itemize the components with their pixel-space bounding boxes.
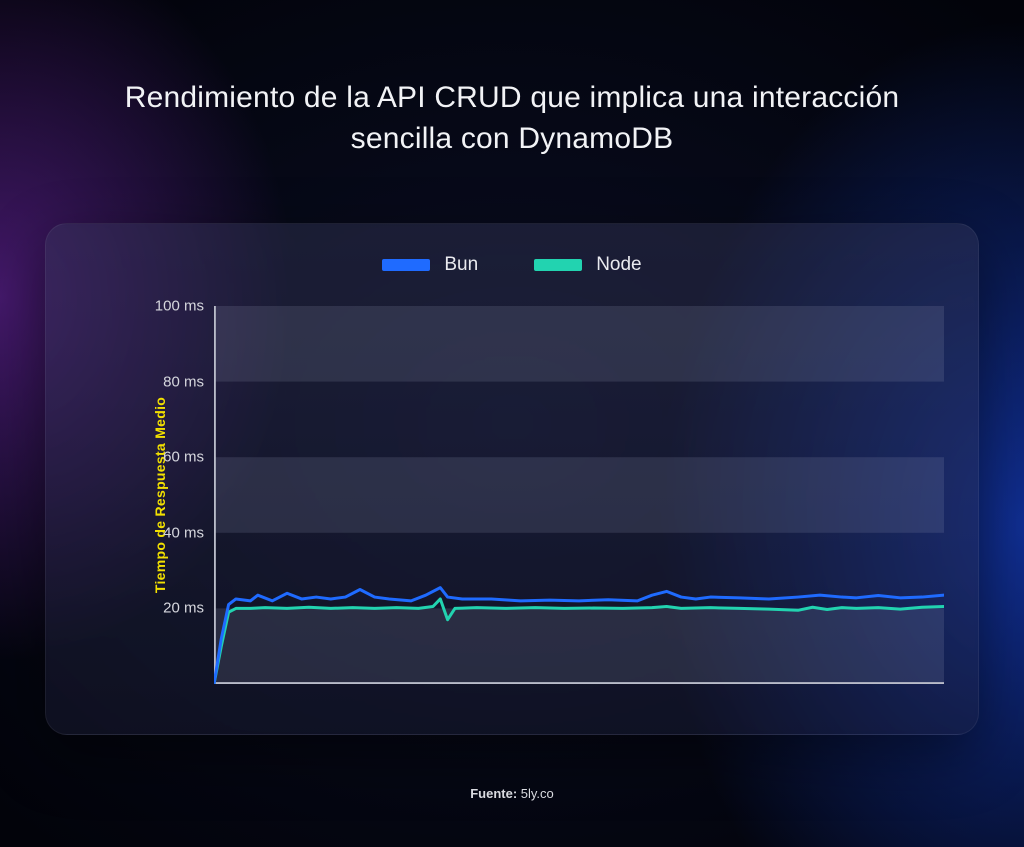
source-prefix: Fuente: (470, 786, 521, 801)
plot-area: Tiempo de Respuesta Medio 20 ms 40 ms 60 m… (118, 306, 944, 684)
y-tick-label: 40 ms (144, 524, 204, 541)
plot-canvas (214, 306, 944, 684)
y-tick-label: 80 ms (144, 373, 204, 390)
y-tick-label: 60 ms (144, 449, 204, 466)
legend-label-node: Node (596, 254, 641, 276)
legend-item-node: Node (534, 254, 641, 276)
chart-card: Bun Node Tiempo de Respuesta Medio 20 ms… (45, 223, 979, 735)
source-footer: Fuente: 5ly.co (0, 786, 1024, 801)
source-name: 5ly.co (521, 786, 554, 801)
y-tick-label: 20 ms (144, 600, 204, 617)
legend-swatch-node (534, 259, 582, 271)
legend-swatch-bun (382, 259, 430, 271)
y-tick-label: 100 ms (144, 298, 204, 315)
legend-label-bun: Bun (444, 254, 478, 276)
line-chart-svg (214, 306, 944, 684)
page-title: Rendimiento de la API CRUD que implica u… (0, 78, 1024, 159)
chart-legend: Bun Node (46, 254, 978, 276)
y-axis-label: Tiempo de Respuesta Medio (152, 397, 168, 593)
legend-item-bun: Bun (382, 254, 478, 276)
